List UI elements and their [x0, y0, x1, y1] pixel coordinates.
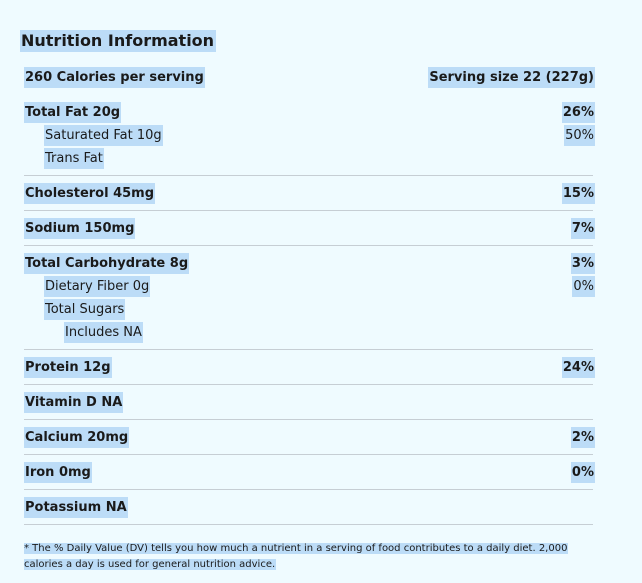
- nutrient-name: Potassium NA: [24, 497, 128, 518]
- nutrient-dv: 50%: [564, 125, 595, 146]
- nutrient-row-calcium: Calcium 20mg 2%: [24, 427, 595, 448]
- nutrient-row-trans-fat: Trans Fat: [24, 148, 595, 169]
- nutrient-dv: 7%: [570, 218, 595, 239]
- nutrient-row-saturated-fat: Saturated Fat 10g 50%: [24, 125, 595, 146]
- nutrient-row-protein: Protein 12g 24%: [24, 357, 595, 378]
- divider: [24, 210, 593, 211]
- nutrient-row-dietary-fiber: Dietary Fiber 0g 0%: [24, 276, 595, 297]
- divider: [24, 175, 593, 176]
- nutrient-dv: 3%: [570, 253, 595, 274]
- nutrient-dv: 0%: [570, 462, 595, 483]
- footnote-line: * The % Daily Value (DV) tells you how m…: [24, 543, 569, 554]
- nutrient-dv: 26%: [561, 102, 595, 123]
- serving-header: 260 Calories per serving Serving size 22…: [24, 67, 595, 88]
- divider: [24, 524, 593, 525]
- divider: [24, 349, 593, 350]
- nutrient-name: Trans Fat: [44, 148, 104, 169]
- nutrient-row-vitamin-d: Vitamin D NA: [24, 392, 595, 413]
- nutrient-name: Protein 12g: [24, 357, 112, 378]
- nutrient-name: Saturated Fat 10g: [44, 125, 163, 146]
- nutrient-name: Includes NA: [64, 322, 143, 343]
- nutrient-dv: 15%: [561, 183, 595, 204]
- calories-per-serving: 260 Calories per serving: [24, 67, 205, 88]
- nutrient-row-sodium: Sodium 150mg 7%: [24, 218, 595, 239]
- nutrient-name: Calcium 20mg: [24, 427, 130, 448]
- divider: [24, 245, 593, 246]
- serving-size: Serving size 22 (227g): [428, 67, 595, 88]
- nutrient-row-total-fat: Total Fat 20g 26%: [24, 102, 595, 123]
- nutrient-row-iron: Iron 0mg 0%: [24, 462, 595, 483]
- divider: [24, 489, 593, 490]
- nutrient-name: Cholesterol 45mg: [24, 183, 156, 204]
- nutrient-dv: 0%: [572, 276, 595, 297]
- nutrient-row-total-carbohydrate: Total Carbohydrate 8g 3%: [24, 253, 595, 274]
- nutrient-row-cholesterol: Cholesterol 45mg 15%: [24, 183, 595, 204]
- nutrient-row-includes: Includes NA: [24, 322, 595, 343]
- nutrient-name: Total Fat 20g: [24, 102, 122, 123]
- nutrient-name: Iron 0mg: [24, 462, 92, 483]
- divider: [24, 454, 593, 455]
- nutrient-name: Vitamin D NA: [24, 392, 124, 413]
- nutrient-dv: 24%: [561, 357, 595, 378]
- footnote-line: calories a day is used for general nutri…: [24, 559, 277, 570]
- page-title: Nutrition Information: [20, 30, 217, 52]
- nutrient-name: Dietary Fiber 0g: [44, 276, 151, 297]
- divider: [24, 419, 593, 420]
- daily-value-footnote: * The % Daily Value (DV) tells you how m…: [24, 541, 584, 573]
- nutrient-row-potassium: Potassium NA: [24, 497, 595, 518]
- nutrient-dv: 2%: [570, 427, 595, 448]
- nutrient-name: Sodium 150mg: [24, 218, 136, 239]
- divider: [24, 384, 593, 385]
- nutrient-name: Total Sugars: [44, 299, 126, 320]
- nutrient-name: Total Carbohydrate 8g: [24, 253, 190, 274]
- nutrient-row-total-sugars: Total Sugars: [24, 299, 595, 320]
